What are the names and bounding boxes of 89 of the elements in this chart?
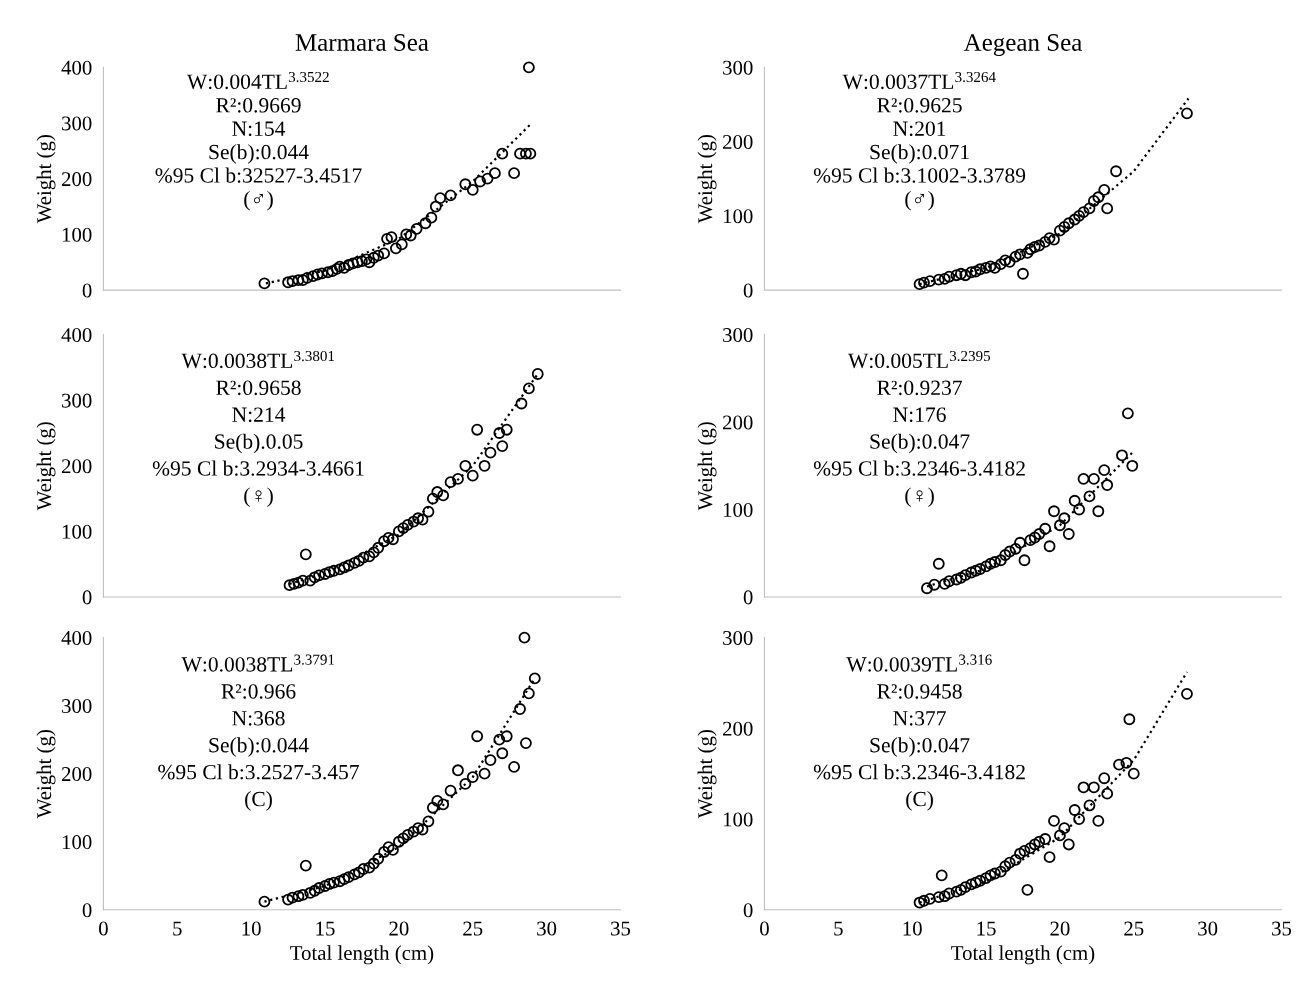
- annotation: R²:0.9625: [877, 98, 962, 113]
- annotation: N:201: [893, 121, 946, 137]
- x-tick-label: 20: [389, 921, 409, 936]
- y-tick-label: 300: [723, 327, 753, 343]
- annotation: (C): [906, 791, 933, 811]
- y-tick-label: 100: [723, 502, 753, 517]
- x-tick-label: 10: [242, 921, 261, 936]
- x-tick-label: 5: [834, 921, 843, 936]
- annotation: R²:0.9658: [216, 380, 301, 396]
- y-tick-label: 0: [82, 903, 92, 918]
- y-tick-label: 0: [82, 590, 92, 605]
- y-axis-title: Weight (g): [697, 730, 717, 819]
- x-axis-title: Total length (cm): [290, 945, 434, 965]
- annotation: %95 Cl b:3.2934-3.4661: [152, 460, 364, 476]
- y-tick-label: 300: [723, 630, 753, 645]
- x-tick-label: 15: [977, 921, 996, 936]
- annotation: N:176: [893, 407, 946, 423]
- x-tick-label: 0: [99, 921, 108, 936]
- annotation: Se(b):0.047: [870, 737, 970, 757]
- annotation: %95 Cl b:3.1002-3.3789: [813, 167, 1026, 183]
- annotation: W:0.0038TL$^{3.3791}$: [181, 654, 335, 672]
- chart-title: Aegean Sea: [963, 34, 1082, 57]
- annotation: N:154: [232, 121, 286, 137]
- annotation: Se(b):0.047: [870, 433, 970, 454]
- y-tick-label: 300: [723, 60, 753, 75]
- y-axis-title: Weight (g): [36, 730, 56, 819]
- y-axis-title: Weight (g): [36, 135, 56, 224]
- annotation: W:0.0038TL$^{3.3801}$: [181, 350, 335, 369]
- annotation: Se(b):0.044: [209, 144, 309, 164]
- x-tick-label: 10: [903, 921, 922, 936]
- annotation: Se(b):0.044: [209, 737, 309, 757]
- y-tick-label: 100: [62, 524, 92, 539]
- y-tick-label: 300: [62, 393, 92, 408]
- annotation: W:0.0037TL$^{3.3264}$: [842, 71, 996, 90]
- annotation: (C): [245, 791, 272, 811]
- y-tick-label: 100: [723, 812, 753, 827]
- annotation: (♂): [244, 190, 273, 211]
- y-tick-label: 200: [61, 767, 92, 782]
- annotation: N:214: [232, 407, 286, 423]
- annotation: (♀): [905, 487, 934, 507]
- y-tick-label: 100: [62, 227, 92, 242]
- y-tick-label: 300: [62, 116, 92, 131]
- annotation: W:0.004TL$^{3.3522}$: [186, 71, 329, 90]
- annotation: R²:0.9458: [877, 684, 962, 699]
- y-tick-label: 400: [61, 630, 92, 645]
- annotation: N:368: [232, 711, 285, 726]
- y-tick-label: 200: [723, 415, 753, 430]
- y-axis-title: Weight (g): [36, 422, 56, 511]
- x-tick-label: 30: [537, 921, 557, 936]
- x-tick-label: 15: [316, 921, 335, 936]
- annotation: (♀): [244, 487, 273, 507]
- annotation: W:0.005TL$^{3.2395}$: [848, 350, 991, 369]
- y-tick-label: 300: [62, 699, 92, 714]
- annotation: %95 Cl b:3.2346-3.4182: [813, 460, 1025, 476]
- annotation: Se(b):0.071: [870, 144, 969, 164]
- annotation: R²:0.9237: [877, 380, 962, 396]
- y-tick-label: 200: [723, 134, 753, 149]
- annotation: R²:0.9669: [216, 98, 301, 113]
- annotation: R²:0.966: [221, 684, 296, 699]
- y-tick-label: 0: [743, 283, 753, 298]
- y-tick-label: 200: [723, 721, 753, 736]
- y-tick-label: 0: [743, 903, 753, 918]
- x-tick-label: 25: [463, 921, 483, 936]
- y-tick-label: 0: [82, 283, 92, 298]
- annotation: %95 Cl b:32527-3.4517: [155, 167, 362, 183]
- x-tick-label: 35: [1272, 921, 1292, 936]
- x-tick-label: 35: [611, 921, 631, 936]
- annotation: W:0.0039TL$^{3.316}$: [846, 654, 992, 672]
- y-tick-label: 400: [61, 327, 92, 343]
- annotation: %95 Cl b:3.2527-3.457: [158, 764, 359, 780]
- x-axis-title: Total length (cm): [951, 945, 1095, 965]
- chart-title: Marmara Sea: [295, 34, 429, 51]
- x-tick-label: 20: [1050, 921, 1070, 936]
- x-tick-label: 5: [173, 921, 182, 936]
- y-tick-label: 0: [743, 590, 753, 605]
- y-axis-title: Weight (g): [697, 135, 717, 224]
- annotation: N:377: [893, 711, 946, 726]
- y-tick-label: 400: [61, 60, 92, 75]
- y-tick-label: 200: [61, 172, 92, 187]
- y-axis-title: Weight (g): [697, 422, 717, 511]
- annotation: Se(b).0.05: [215, 433, 303, 454]
- x-tick-label: 0: [760, 921, 769, 936]
- y-tick-label: 100: [723, 209, 753, 224]
- y-tick-label: 100: [62, 835, 92, 850]
- annotation: (♂): [905, 190, 934, 211]
- x-tick-label: 30: [1198, 921, 1218, 936]
- y-tick-label: 200: [61, 459, 92, 474]
- x-tick-label: 25: [1124, 921, 1144, 936]
- annotation: %95 Cl b:3.2346-3.4182: [813, 764, 1025, 780]
